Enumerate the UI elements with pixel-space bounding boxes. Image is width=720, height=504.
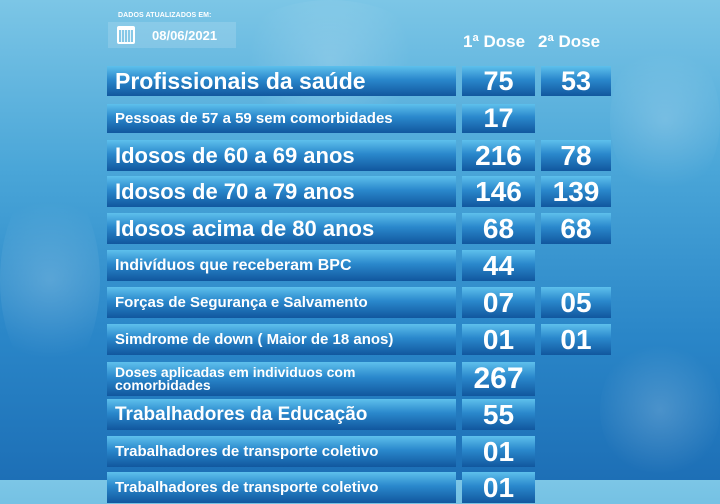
virus-decoration xyxy=(0,180,100,380)
dose1-value: 55 xyxy=(462,399,535,430)
dose1-value: 68 xyxy=(462,213,535,244)
calendar-icon xyxy=(117,26,135,44)
row-label: Idosos de 70 a 79 anos xyxy=(107,176,456,207)
dose2-value: 139 xyxy=(541,176,611,207)
row-label: Trabalhadores de transporte coletivo xyxy=(107,436,456,467)
row-label: Indivíduos que receberam BPC xyxy=(107,250,456,281)
dose1-value: 267 xyxy=(462,362,535,396)
updated-label: DADOS ATUALIZADOS EM: xyxy=(118,12,212,19)
row-label: Forças de Segurança e Salvamento xyxy=(107,287,456,318)
update-date: 08/06/2021 xyxy=(152,28,218,43)
row-label: Idosos de 60 a 69 anos xyxy=(107,140,456,171)
dose1-value: 01 xyxy=(462,472,535,503)
dose1-value: 07 xyxy=(462,287,535,318)
dose1-value: 216 xyxy=(462,140,535,171)
row-label: Simdrome de down ( Maior de 18 anos) xyxy=(107,324,456,355)
virus-decoration xyxy=(600,340,720,480)
dose2-value: 05 xyxy=(541,287,611,318)
dose1-value: 146 xyxy=(462,176,535,207)
dose2-value: 68 xyxy=(541,213,611,244)
dose2-value: 53 xyxy=(541,66,611,96)
dose1-header: 1ª Dose xyxy=(463,32,526,51)
row-label: Idosos acima de 80 anos xyxy=(107,213,456,244)
row-label: Trabalhadores de transporte coletivo xyxy=(107,472,456,503)
dose2-value: 01 xyxy=(541,324,611,355)
dose1-value: 75 xyxy=(462,66,535,96)
dose1-value: 44 xyxy=(462,250,535,281)
virus-decoration xyxy=(230,0,430,120)
row-label: Trabalhadores da Educação xyxy=(107,399,456,430)
row-label: Profissionais da saúde xyxy=(107,66,456,96)
row-label: Pessoas de 57 a 59 sem comorbidades xyxy=(107,104,456,133)
dose1-value: 17 xyxy=(462,103,535,133)
virus-decoration xyxy=(610,40,720,200)
dose2-header: 2ª Dose xyxy=(538,32,601,51)
dose1-value: 01 xyxy=(462,324,535,355)
dose1-value: 01 xyxy=(462,436,535,467)
dose2-value: 78 xyxy=(541,140,611,171)
row-label: Doses aplicadas em individuos com comorb… xyxy=(107,362,456,396)
